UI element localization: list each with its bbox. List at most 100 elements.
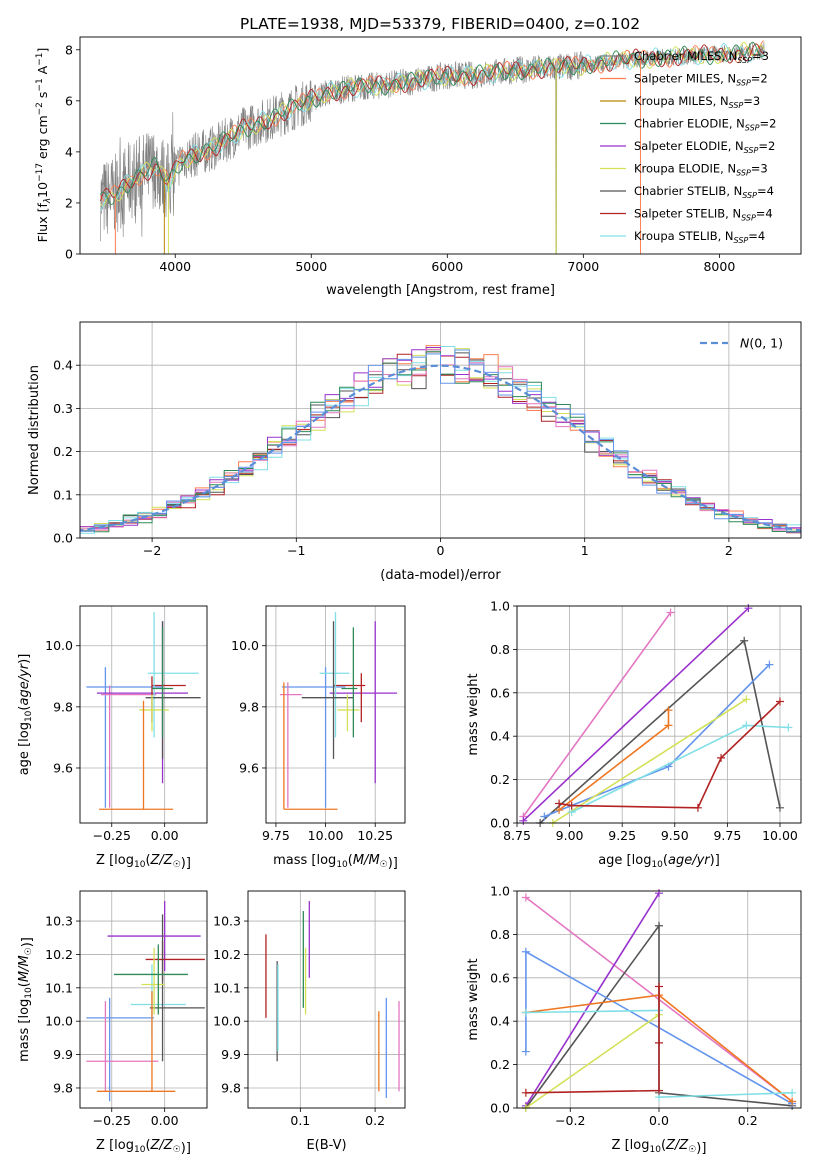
y-tick-label: 9.6 — [239, 760, 259, 775]
y-tick-label: 0.6 — [490, 970, 510, 985]
spectrum-frame: 4000 5000 6000 7000 8000 0 2 4 6 8 — [65, 36, 802, 274]
y-tick-label: 8 — [65, 42, 73, 57]
y-tick-label: 2 — [65, 195, 73, 210]
mass-weight-marker — [540, 812, 549, 821]
spectrum-plot — [99, 40, 765, 254]
mass-weight-marker — [664, 706, 673, 715]
x-tick-label: 9.25 — [608, 828, 636, 843]
legend-entry: Kroupa MILES, NSSP=3 — [634, 94, 760, 110]
residual-hist-blue — [80, 349, 801, 537]
y-tick-label: 0 — [65, 247, 73, 262]
mass-weight-marker — [717, 753, 726, 762]
y-tick-label: 0.4 — [490, 729, 510, 744]
age-vs-Z-ylabel: age [log10(age/yr)] — [17, 654, 34, 776]
axes-frame — [79, 890, 208, 1109]
legend-entry: Chabrier ELODIE, NSSP=2 — [634, 117, 776, 133]
mass-weight-marker — [567, 801, 576, 810]
y-tick-label: 9.8 — [221, 1080, 241, 1095]
x-tick-label: −2 — [143, 543, 161, 558]
mass-vs-EBV-xlabel: E(B-V) — [306, 1138, 346, 1153]
mass-weight-marker — [788, 1088, 797, 1097]
mass-weight-marker — [555, 799, 564, 808]
y-tick-label: 9.8 — [53, 1080, 73, 1095]
x-tick-label: 0.00 — [151, 828, 179, 843]
mass-weight-marker — [655, 921, 663, 930]
mass-weight-marker — [742, 695, 751, 704]
legend-entry: Chabrier MILES, NSSP=3 — [634, 49, 769, 65]
y-tick-label: 0.0 — [490, 816, 510, 831]
y-tick-label: 10.0 — [213, 1014, 241, 1029]
x-tick-label: 6000 — [431, 259, 463, 274]
mass-weight-marker — [742, 721, 751, 730]
mass-weight-marker — [744, 604, 753, 613]
x-tick-label: 0 — [437, 543, 445, 558]
figure-title: PLATE=1938, MJD=53379, FIBERID=0400, z=0… — [240, 15, 640, 33]
age-vs-mass-points — [279, 612, 398, 810]
mass-weight-line — [571, 724, 789, 813]
y-tick-label: 0.3 — [53, 401, 73, 416]
axes-frame — [516, 605, 802, 824]
spectrum-xlabel: wavelength [Angstrom, rest frame] — [326, 283, 555, 298]
y-tick-label: 0.1 — [53, 487, 73, 502]
y-tick-label: 10.0 — [45, 638, 73, 653]
mass-weight-marker — [740, 636, 749, 645]
mass-weight-marker — [666, 608, 675, 617]
x-tick-label: 4000 — [159, 259, 191, 274]
y-tick-label: 1.0 — [490, 599, 510, 614]
y-tick-label: 9.9 — [221, 1047, 241, 1062]
y-tick-label: 0.4 — [490, 1014, 510, 1029]
mass-weight-marker — [784, 723, 793, 732]
mass-weight-marker — [788, 1097, 797, 1106]
mass-weight-marker — [521, 1047, 530, 1056]
mass-weight-marker — [521, 1008, 530, 1017]
y-tick-label: 9.8 — [53, 699, 73, 714]
mass-weight-line — [525, 892, 660, 1107]
x-tick-label: 0.0 — [649, 1113, 669, 1128]
mass-vs-EBV-points — [265, 901, 400, 1098]
y-tick-label: 0.4 — [53, 358, 73, 373]
residual-histograms — [80, 345, 801, 537]
x-tick-label: 0.1 — [290, 1113, 310, 1128]
residuals-frame: −2 −1 0 1 2 0.0 0.1 0.2 0.3 0.4 — [53, 321, 802, 558]
x-tick-label: 5000 — [295, 259, 327, 274]
mass-vs-Z-xlabel: Z [log10(Z/Z☉)] — [96, 1138, 191, 1156]
mass-weight-line — [522, 607, 749, 822]
axes-frame — [79, 36, 802, 255]
x-tick-label: 0.2 — [738, 1113, 758, 1128]
mass-weight-marker — [775, 697, 784, 706]
y-tick-label: 9.9 — [53, 1047, 73, 1062]
y-tick-label: 10.0 — [231, 638, 259, 653]
y-tick-label: 10.1 — [213, 980, 241, 995]
y-tick-label: 1.0 — [490, 884, 510, 899]
legend-entry: Kroupa ELODIE, NSSP=3 — [634, 162, 768, 178]
mass-weight-line — [522, 612, 672, 817]
x-tick-label: 9.75 — [713, 828, 741, 843]
residuals-ylabel: Normed distribution — [27, 365, 42, 495]
legend-entry: N(0, 1) — [740, 336, 783, 351]
spectrum-legend: Chabrier MILES, NSSP=3 Salpeter MILES, NS… — [600, 49, 776, 245]
y-tick-label: 6 — [65, 93, 73, 108]
legend-entry: Kroupa STELIB, NSSP=4 — [634, 229, 765, 245]
mass-weight-vs-age-frame: 8.75 9.00 9.25 9.50 9.75 10.00 0.0 0.2 0.4 0.6 0.8… — [490, 599, 802, 843]
y-tick-label: 10.3 — [213, 914, 241, 929]
mass-weight-vs-age-series — [519, 604, 793, 827]
y-tick-label: 10.2 — [45, 947, 73, 962]
x-tick-label: 8.75 — [503, 828, 531, 843]
mass-weight-vs-age-axes — [516, 605, 801, 824]
y-tick-label: 10.1 — [45, 980, 73, 995]
legend-entry: Salpeter ELODIE, NSSP=2 — [634, 139, 775, 155]
mass-weight-vs-Z-frame: −0.2 0.0 0.2 0.0 0.2 0.4 0.6 0.8 1.0 — [490, 884, 802, 1128]
y-tick-label: 0.2 — [53, 444, 73, 459]
x-tick-label: 1 — [581, 543, 589, 558]
y-tick-label: 0.2 — [490, 1057, 510, 1072]
legend-entry: Salpeter STELIB, NSSP=4 — [634, 207, 773, 223]
model-spectrum-chabrier_elodie — [100, 41, 765, 205]
mass-vs-Z-ylabel: mass [log10(M/M☉)] — [17, 937, 35, 1062]
x-tick-label: 0.00 — [151, 1113, 179, 1128]
mass-weight-line — [525, 1014, 660, 1109]
x-tick-label: 9.75 — [262, 828, 290, 843]
model-spectrum-salpeter_miles — [100, 40, 765, 202]
y-tick-label: 0.2 — [490, 772, 510, 787]
age-vs-mass-xlabel: mass [log10(M/M☉)] — [273, 853, 398, 871]
mass-weight-marker — [664, 721, 673, 730]
